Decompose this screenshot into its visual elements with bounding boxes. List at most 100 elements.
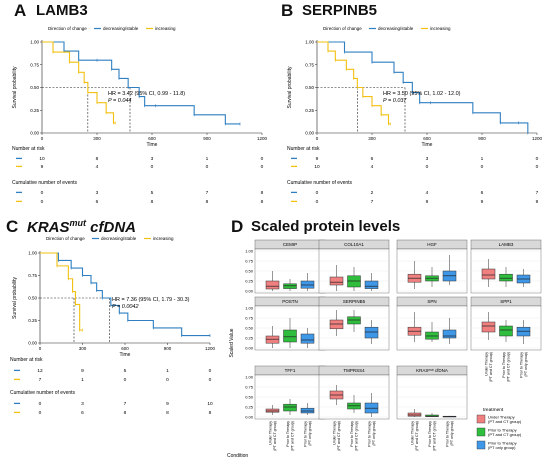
cum-events-value: 10 — [207, 401, 213, 407]
risk-table-value: 1 — [206, 156, 209, 162]
cum-events-value: 8 — [206, 199, 209, 205]
box-iqr — [300, 333, 315, 344]
cum-events-value: 0 — [41, 190, 44, 196]
cum-events-value: 0 — [39, 410, 42, 416]
x-tick-label: 600 — [148, 136, 156, 141]
risk-table-value: 7 — [39, 377, 42, 383]
y-tick-label: 1.00 — [305, 40, 314, 45]
y-tick-label: 0.75 — [305, 62, 314, 67]
y-tick-label: 0.00 — [245, 288, 254, 293]
box-iqr — [481, 321, 496, 333]
risk-table-value: 0 — [209, 368, 212, 374]
y-tick-label: 0.00 — [305, 131, 314, 136]
box-iqr — [481, 268, 496, 280]
x-tick-label: 900 — [203, 136, 211, 141]
cum-events-value: 8 — [124, 410, 127, 416]
risk-table-value: 1 — [81, 377, 84, 383]
box-iqr — [407, 412, 422, 417]
x-tick-label: 1200 — [532, 136, 543, 141]
x-tick-label: Under Therapy — [485, 352, 489, 376]
cum-events-value: 0 — [39, 401, 42, 407]
panel-letter: C — [6, 217, 19, 236]
y-tick-label: 0.25 — [245, 404, 254, 409]
legend-label: Prior to Therapy — [488, 428, 517, 433]
cum-events-value: 7 — [371, 199, 374, 205]
panel-d: D Scaled protein levels Scaled Value CEMI… — [225, 215, 550, 460]
x-tick-label: 300 — [93, 136, 101, 141]
legend-label: (PT and CT group) — [488, 432, 522, 437]
x-tick-label: 0 — [39, 346, 42, 351]
y-tick-label: 0.75 — [28, 273, 37, 278]
x-tick-label: (PT and CT group) — [489, 352, 493, 382]
legend-label-decreasing: decreasing/stable — [103, 26, 139, 31]
x-tick-label: (PT and CT group) — [355, 421, 359, 451]
x-tick-label: 900 — [478, 136, 486, 141]
box-iqr — [283, 283, 297, 289]
risk-table-value: 10 — [314, 164, 320, 170]
cum-events-value: 7 — [124, 401, 127, 407]
cum-events-value: 7 — [536, 190, 539, 196]
legend-label-decreasing: decreasing/stable — [101, 236, 137, 241]
risk-table-title: Number at risk — [287, 146, 320, 152]
x-axis-title: Time — [422, 142, 433, 148]
y-tick-label: 0.25 — [30, 108, 39, 113]
risk-table-title: Number at risk — [12, 146, 45, 152]
legend-label-decreasing: decreasing/stable — [378, 26, 414, 31]
x-tick-label: 0 — [316, 136, 319, 141]
box-iqr — [265, 408, 280, 413]
x-tick-label: Under Therapy — [333, 421, 337, 445]
cum-events-value: 7 — [206, 190, 209, 196]
y-tick-label: 0.50 — [305, 85, 314, 90]
y-tick-label: 0.75 — [245, 315, 254, 320]
cum-events-value: 6 — [96, 199, 99, 205]
box-chart: Scaled Value CEMIP 0.00 0.25 0.50 0.75 1.00 COL… — [227, 239, 542, 459]
x-tick-label: 300 — [368, 136, 376, 141]
cum-events-value: 5 — [151, 190, 154, 196]
box-iqr — [265, 335, 280, 344]
hr-text: HR = 3.42 (95% CI, 0.99 - 11.8) — [108, 91, 185, 97]
risk-table-value: 0 — [426, 164, 429, 170]
risk-table-value: 0 — [261, 164, 264, 170]
cum-events-value: 8 — [261, 190, 264, 196]
x-tick-label: (PT and CT group) — [415, 421, 419, 451]
cum-events-value: 9 — [166, 401, 169, 407]
risk-table-value: 0 — [124, 377, 127, 383]
box-iqr — [329, 276, 344, 286]
x-tick-label: Prior to Therapy — [368, 421, 372, 447]
hr-text: HR = 3.50 (95% CI, 1.02 - 12.0) — [383, 91, 461, 97]
km-chart: Direction of change decreasing/stable incr… — [287, 26, 543, 205]
risk-table-value: 0 — [536, 164, 539, 170]
y-tick-label: 0.50 — [30, 85, 39, 90]
y-tick-label: 0.75 — [245, 384, 254, 389]
p-value-text: P = 0.0042 — [112, 304, 139, 310]
facet-label: SPN — [427, 299, 436, 304]
facet-label: SERPINB5 — [343, 299, 366, 304]
y-tick-label: 0.25 — [28, 318, 37, 323]
risk-table-value: 0 — [481, 164, 484, 170]
legend-label: (PT and CT group) — [488, 419, 522, 424]
y-tick-label: 0.25 — [245, 278, 254, 283]
panel-title-sup: mut — [69, 218, 87, 228]
y-tick-label: 0.00 — [245, 345, 254, 350]
p-value-text: P = 0.037 — [383, 98, 407, 104]
y-tick-label: 0.25 — [305, 108, 314, 113]
risk-table-value: 10 — [39, 156, 45, 162]
box-iqr — [425, 414, 439, 417]
facet-label: TFF1 — [285, 368, 296, 373]
facet-label: TMPRSS4 — [343, 368, 365, 373]
x-tick-label: (PT and CT group) — [507, 352, 511, 382]
panel-title-main: KRAS — [27, 219, 70, 236]
cum-events-value: 8 — [151, 199, 154, 205]
x-tick-label: (PT and CT group) — [291, 421, 295, 451]
y-tick-label: 0.25 — [245, 335, 254, 340]
x-axis-title: Time — [147, 142, 158, 148]
cum-events-title: Cumulative number of events — [12, 180, 78, 186]
risk-table-value: 0 — [209, 377, 212, 383]
legend-label-increasing: increasing — [153, 236, 174, 241]
cum-events-value: 8 — [261, 199, 264, 205]
x-axis-title: Condition — [227, 453, 248, 459]
x-tick-label: Prior to Therapy — [428, 421, 432, 447]
x-tick-label: Prior to Therapy — [350, 421, 354, 447]
panel-a: A LAMB3 Direction of change decreasing/st… — [0, 0, 275, 205]
x-tick-label: 1200 — [205, 346, 216, 351]
